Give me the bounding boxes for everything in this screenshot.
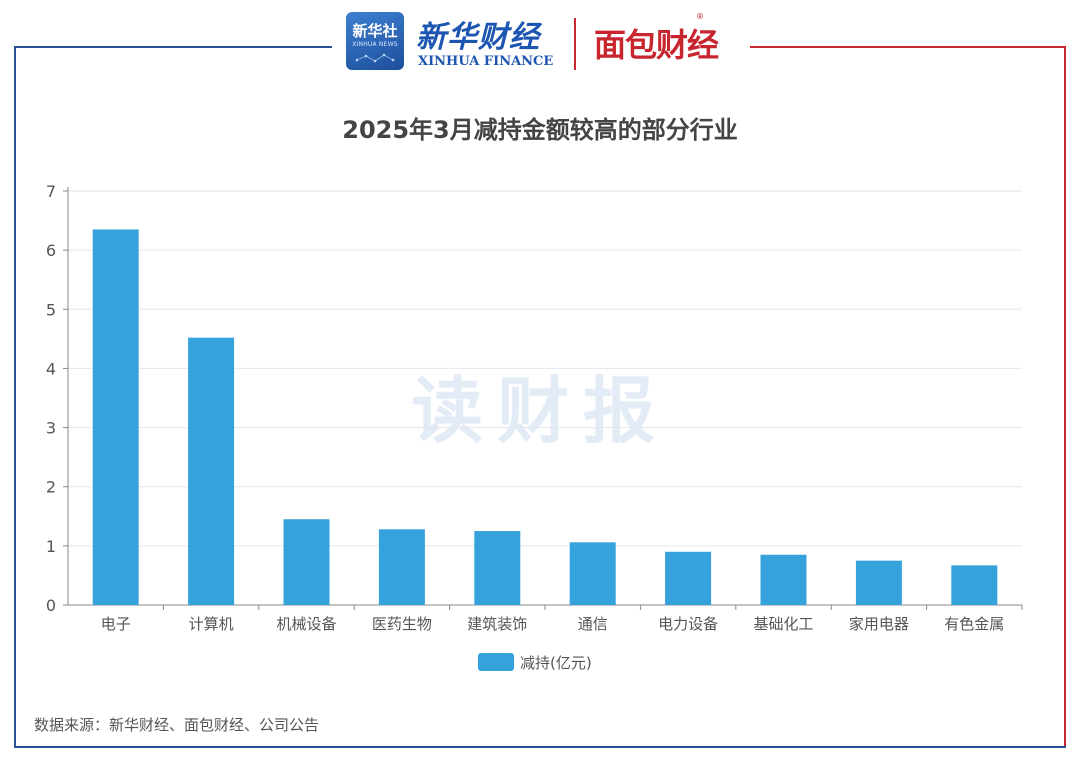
y-tick-label: 7 <box>46 182 56 201</box>
x-tick-label: 电子 <box>101 615 131 633</box>
bar-10 <box>951 565 998 605</box>
x-tick-label: 医药生物 <box>372 615 432 633</box>
y-tick-label: 4 <box>46 359 56 378</box>
bar-1 <box>92 229 139 605</box>
legend-swatch <box>478 653 514 671</box>
watermark: 读财报 <box>410 369 669 453</box>
y-tick-label: 1 <box>46 537 56 556</box>
frame-top-right-line <box>750 46 1066 48</box>
xinhua-news-logo: 新华社 XINHUA NEWS <box>346 12 404 70</box>
network-dots-icon <box>355 53 395 63</box>
mianbao-finance-logo: 面包财经 <box>594 26 719 64</box>
y-tick-label: 2 <box>46 478 56 497</box>
bar-2 <box>188 337 235 605</box>
bar-8 <box>760 554 807 605</box>
frame-left-line <box>14 46 16 748</box>
xinhua-logo-cn: 新华社 <box>352 22 398 40</box>
legend-label: 减持(亿元) <box>520 654 592 672</box>
frame-top-left-line <box>14 46 332 48</box>
y-tick-label: 5 <box>46 300 56 319</box>
chart-title: 2025年3月减持金额较高的部分行业 <box>342 116 738 144</box>
frame-right-line <box>1064 46 1066 748</box>
bar-7 <box>665 551 712 605</box>
x-tick-label: 机械设备 <box>276 615 336 633</box>
registered-mark: ® <box>696 12 704 21</box>
x-tick-label: 建筑装饰 <box>467 615 527 633</box>
brand-divider <box>574 18 576 70</box>
xinhua-finance-logo-en: XINHUA FINANCE <box>418 54 554 69</box>
xinhua-finance-logo: 新华财经 <box>416 20 540 55</box>
data-source-note: 数据来源：新华财经、面包财经、公司公告 <box>34 716 320 734</box>
x-tick-label: 有色金属 <box>944 615 1004 633</box>
bar-9 <box>855 560 902 605</box>
xinhua-logo-en: XINHUA NEWS <box>352 41 398 48</box>
x-tick-label: 计算机 <box>189 615 234 633</box>
y-tick-label: 3 <box>46 419 56 438</box>
bar-4 <box>378 529 425 605</box>
x-tick-label: 通信 <box>578 615 608 633</box>
bar-3 <box>283 519 330 605</box>
x-tick-label: 家用电器 <box>849 615 909 633</box>
x-tick-label: 基础化工 <box>753 615 813 633</box>
bar-5 <box>474 531 521 605</box>
y-tick-label: 6 <box>46 241 56 260</box>
frame-bottom-line <box>14 746 1066 748</box>
x-tick-label: 电力设备 <box>658 615 718 633</box>
y-tick-label: 0 <box>46 596 56 615</box>
bar-6 <box>569 542 616 605</box>
